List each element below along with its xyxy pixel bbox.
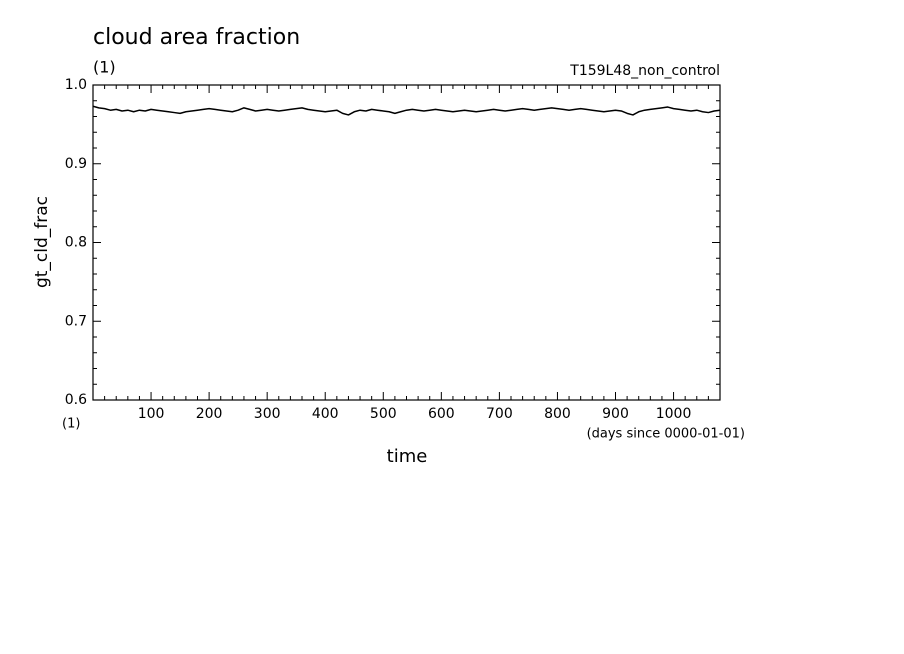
y-axis-label: gt_cld_frac [32, 196, 52, 288]
y-tick-label: 0.8 [65, 235, 87, 251]
x-tick-label: 600 [428, 406, 455, 422]
x-tick-label: 500 [370, 406, 397, 422]
x-units: (days since 0000-01-01) [587, 427, 745, 442]
chart-title: cloud area fraction [93, 25, 300, 50]
y-tick-label: 0.7 [65, 313, 87, 329]
x-tick-label: 200 [196, 406, 223, 422]
x-axis-label: time [387, 446, 428, 467]
x-tick-label: 400 [312, 406, 339, 422]
x-tick-label: 1000 [656, 406, 692, 422]
x-units-left: (1) [62, 417, 80, 432]
y-units: (1) [93, 58, 116, 77]
subtitle: T159L48_non_control [569, 63, 720, 79]
y-tick-label: 0.9 [65, 156, 87, 172]
data-line [92, 105, 721, 116]
x-tick-label: 800 [544, 406, 571, 422]
plot-frame [92, 84, 721, 401]
x-tick-label: 700 [486, 406, 513, 422]
y-tick-label: 0.6 [65, 392, 87, 408]
x-tick-label: 300 [254, 406, 281, 422]
y-tick-label: 1.0 [65, 77, 87, 93]
x-tick-label: 900 [602, 406, 629, 422]
x-tick-label: 100 [138, 406, 165, 422]
